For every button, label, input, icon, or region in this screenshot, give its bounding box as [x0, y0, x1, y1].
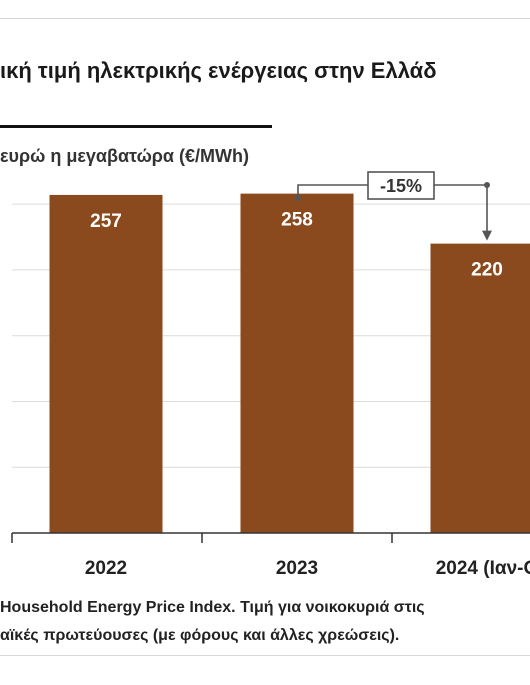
top-rule — [0, 18, 530, 19]
y-axis-label: ευρώ η μεγαβατώρα (€/MWh) — [0, 146, 249, 166]
change-label: -15% — [380, 176, 422, 196]
bar-2023 — [240, 193, 354, 533]
chart-title: ική τιμή ηλεκτρικής ενέργειας στην Ελλάδ — [0, 58, 437, 83]
bottom-rule — [0, 655, 530, 656]
bar-value-label: 257 — [90, 211, 122, 232]
footnote-line-1: Household Energy Price Index. Τιμή για ν… — [0, 599, 425, 616]
bar-chart: 257 258 220 2022 2023 2024 (Ιαν-Ο -15% — [11, 171, 530, 579]
footnote: Household Energy Price Index. Τιμή για ν… — [0, 594, 530, 650]
x-tick-label: 2024 (Ιαν-Ο — [436, 558, 530, 579]
change-label-box — [367, 171, 435, 200]
bar-value-label: 258 — [281, 210, 313, 231]
arrow-start-dot — [295, 195, 301, 201]
bar-2022 — [49, 194, 163, 533]
bar-value-label: 220 — [471, 260, 503, 281]
title-underline — [0, 125, 272, 128]
footnote-line-2: αϊκές πρωτεύουσες (με φόρους και άλλες χ… — [0, 627, 400, 644]
x-tick-label: 2023 — [276, 558, 318, 579]
arrow-corner-dot — [484, 182, 490, 188]
x-tick-label: 2022 — [85, 558, 127, 579]
bar-2024 — [430, 243, 530, 533]
